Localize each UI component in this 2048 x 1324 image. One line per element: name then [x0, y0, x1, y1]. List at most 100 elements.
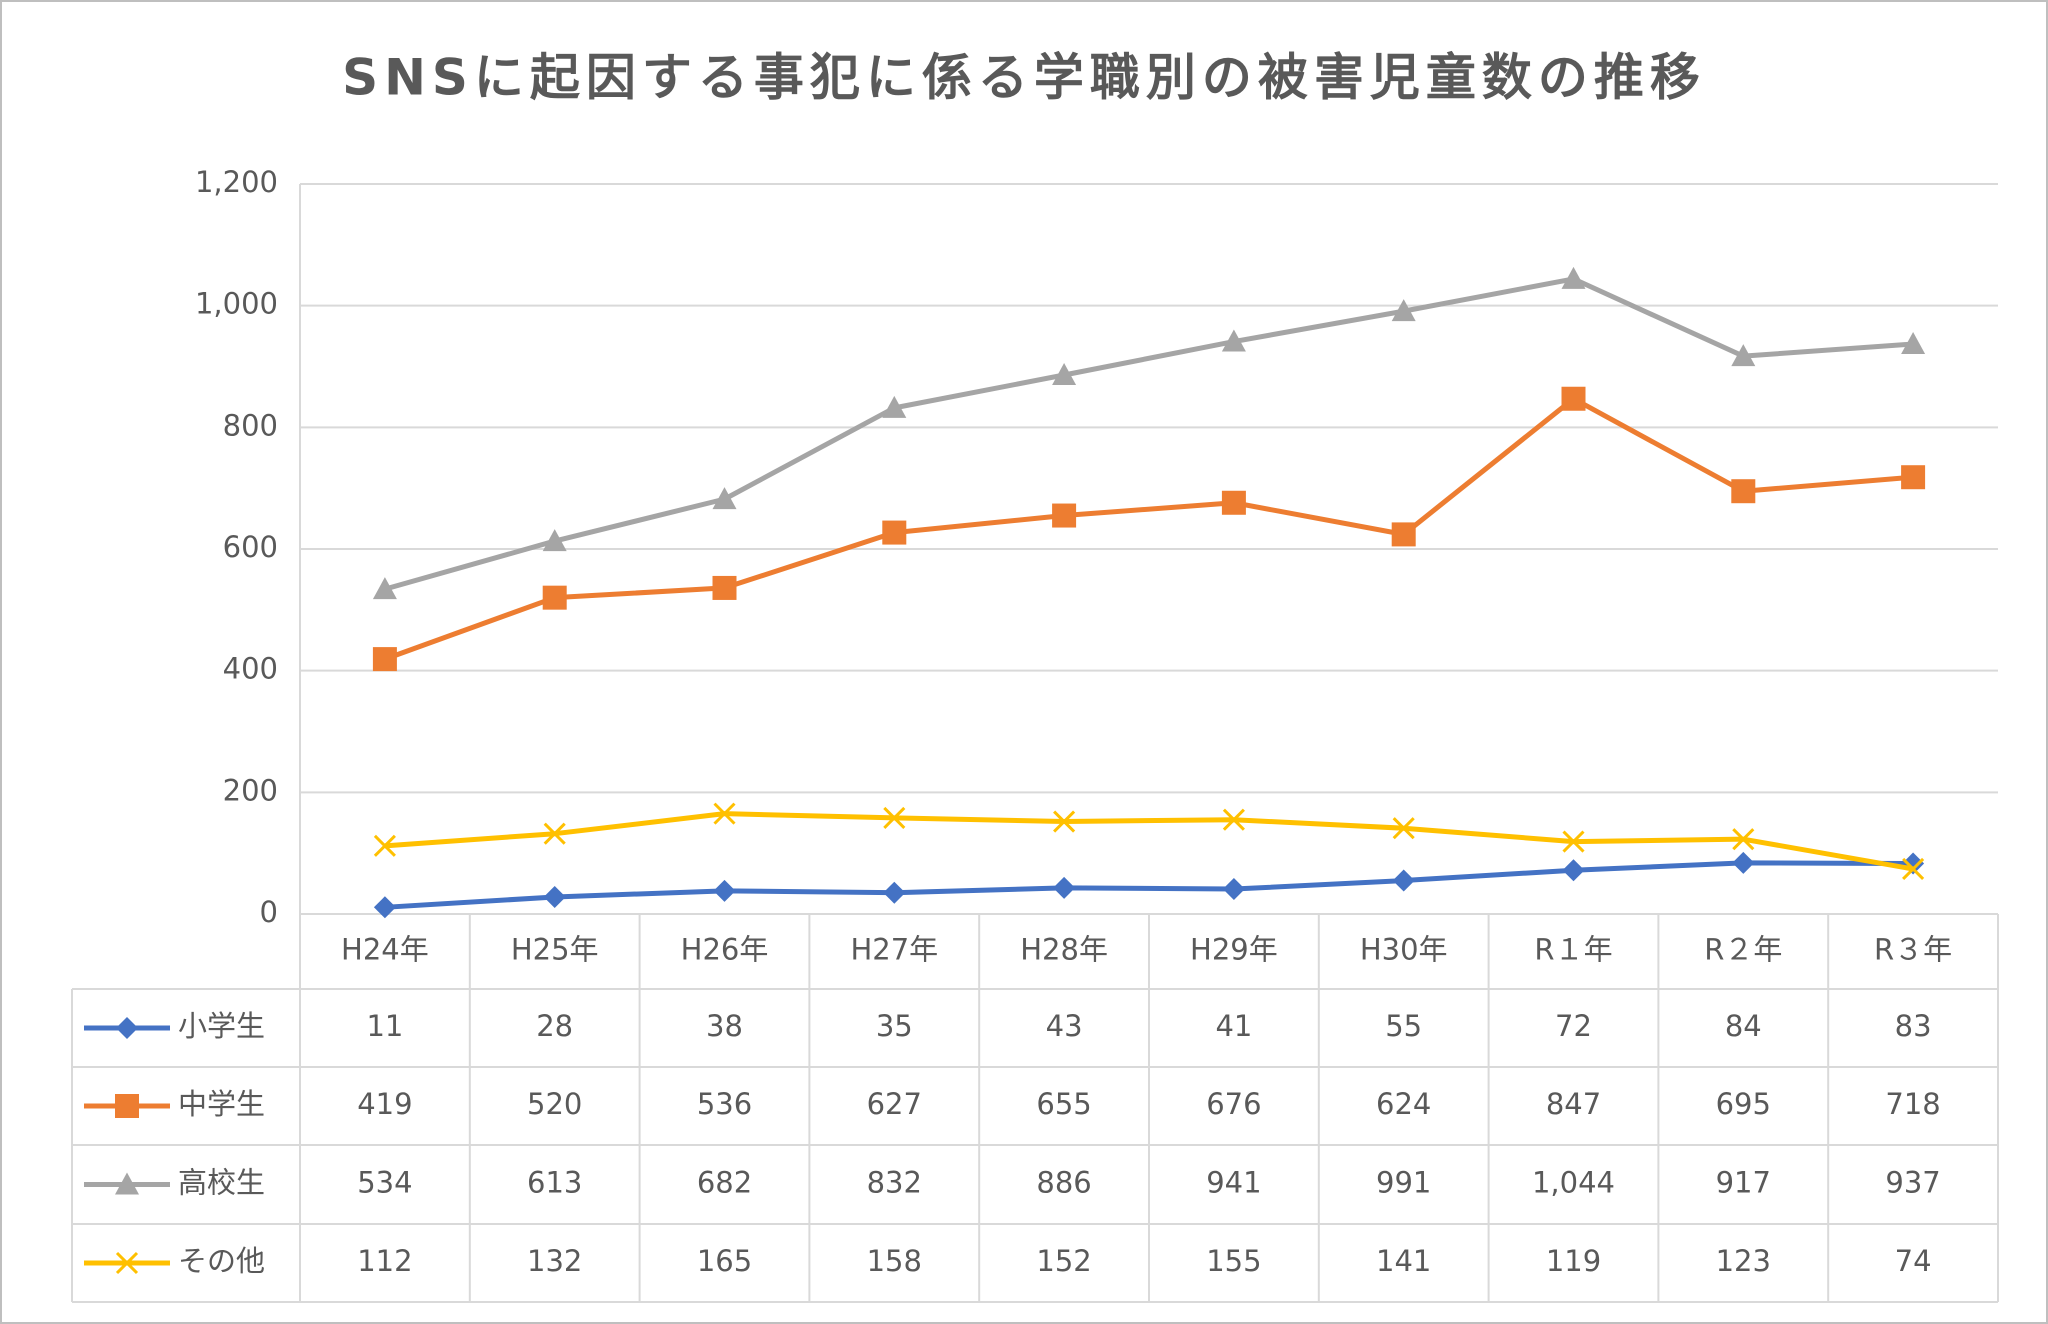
data-point [712, 575, 737, 600]
table-value: 155 [1206, 1244, 1261, 1278]
table-value: 832 [867, 1166, 922, 1200]
data-point [373, 834, 396, 857]
table-value: 536 [697, 1087, 752, 1121]
x-tick-label: H24年 [341, 933, 429, 967]
y-tick-label: 400 [223, 652, 278, 686]
data-point [882, 395, 907, 418]
x-tick-label: R１年 [1534, 933, 1612, 967]
table-value: 682 [697, 1166, 752, 1200]
y-tick-label: 600 [223, 530, 278, 564]
table-value: 886 [1036, 1166, 1091, 1200]
data-point [1731, 344, 1756, 367]
series-line [384, 811, 1914, 872]
data-point [1053, 876, 1076, 899]
table-value: 991 [1376, 1166, 1431, 1200]
legend-marker [115, 1094, 139, 1118]
data-point [542, 529, 567, 552]
x-tick-label: H30年 [1360, 933, 1448, 967]
table-value: 119 [1546, 1244, 1601, 1278]
table-value: 41 [1215, 1009, 1252, 1043]
table-value: 123 [1716, 1244, 1771, 1278]
legend-marker [116, 1017, 138, 1039]
table-value: 55 [1385, 1009, 1422, 1043]
legend-label: 小学生 [178, 1009, 265, 1043]
data-point [1731, 479, 1756, 504]
data-point [883, 806, 906, 829]
data-point [1732, 828, 1755, 851]
legend-label: その他 [178, 1244, 265, 1278]
table-value: 35 [876, 1009, 913, 1043]
data-point [1901, 331, 1926, 354]
data-point [1391, 522, 1416, 547]
data-point [373, 896, 396, 919]
chart-title: SNSに起因する事犯に係る学職別の被害児童数の推移 [342, 49, 1706, 107]
y-tick-label: 200 [223, 773, 278, 807]
table-value: 74 [1895, 1244, 1932, 1278]
y-tick-label: 1,000 [195, 287, 278, 321]
y-tick-label: 1,200 [195, 165, 278, 199]
table-value: 152 [1036, 1244, 1091, 1278]
data-point [1222, 808, 1245, 831]
table-value: 520 [527, 1087, 582, 1121]
data-point [1561, 386, 1586, 411]
table-value: 718 [1885, 1087, 1940, 1121]
table-value: 43 [1046, 1009, 1083, 1043]
y-tick-label: 800 [223, 408, 278, 442]
table-value: 132 [527, 1244, 582, 1278]
data-point [1562, 859, 1585, 882]
x-tick-label: H25年 [511, 933, 599, 967]
data-point [1732, 851, 1755, 874]
table-value: 141 [1376, 1244, 1431, 1278]
table-value: 613 [527, 1166, 582, 1200]
data-point [542, 585, 567, 610]
series-line [384, 860, 1914, 910]
table-value: 1,044 [1532, 1166, 1615, 1200]
data-point [1053, 810, 1076, 833]
data-point [1392, 869, 1415, 892]
data-point [883, 881, 906, 904]
data-point [1561, 266, 1586, 289]
data-point [1562, 830, 1585, 853]
table-value: 165 [697, 1244, 752, 1278]
data-point [372, 647, 397, 672]
x-tick-label: R３年 [1874, 933, 1952, 967]
table-value: 655 [1036, 1087, 1091, 1121]
table-value: 28 [536, 1009, 573, 1043]
data-point [712, 487, 737, 510]
table-value: 676 [1206, 1087, 1261, 1121]
table-value: 941 [1206, 1166, 1261, 1200]
data-point [1391, 299, 1416, 322]
data-point [882, 520, 907, 545]
data-point [372, 577, 397, 600]
data-point [1392, 817, 1415, 840]
table-value: 84 [1725, 1009, 1762, 1043]
legend-label: 高校生 [178, 1166, 265, 1200]
x-tick-label: H26年 [681, 933, 769, 967]
legend-marker [115, 1172, 139, 1195]
x-tick-label: R２年 [1704, 933, 1782, 967]
legend-label: 中学生 [178, 1087, 265, 1121]
table-value: 419 [357, 1087, 412, 1121]
table-value: 112 [357, 1244, 412, 1278]
series-line [384, 396, 1914, 662]
y-tick-label: 0 [260, 895, 278, 929]
table-value: 534 [357, 1166, 412, 1200]
x-tick-label: H27年 [850, 933, 938, 967]
data-point [1901, 465, 1926, 490]
table-value: 695 [1716, 1087, 1771, 1121]
data-point [1222, 878, 1245, 901]
legend-marker [115, 1251, 139, 1275]
table-value: 937 [1885, 1166, 1940, 1200]
table-value: 72 [1555, 1009, 1592, 1043]
table-value: 38 [706, 1009, 743, 1043]
data-point [1221, 490, 1246, 515]
table-value: 917 [1716, 1166, 1771, 1200]
data-point [543, 885, 566, 908]
data-point [713, 802, 736, 825]
table-value: 624 [1376, 1087, 1431, 1121]
data-point [1052, 363, 1077, 386]
table-value: 11 [366, 1009, 403, 1043]
table-value: 158 [867, 1244, 922, 1278]
